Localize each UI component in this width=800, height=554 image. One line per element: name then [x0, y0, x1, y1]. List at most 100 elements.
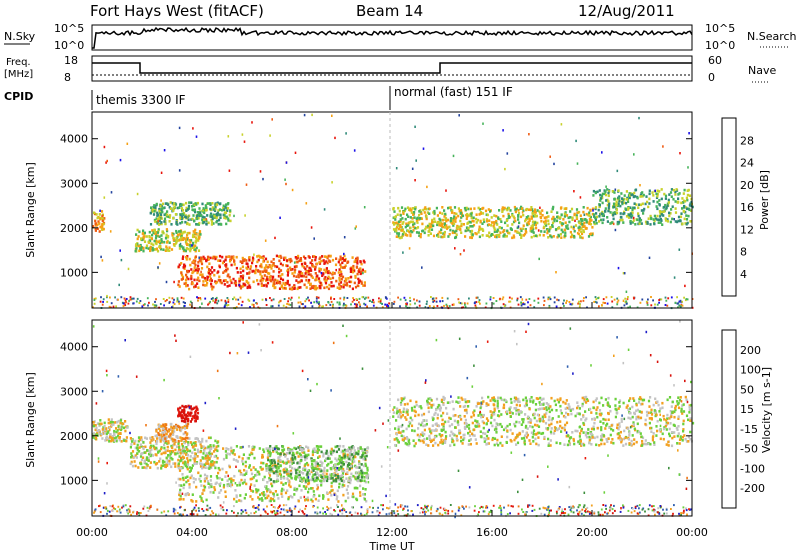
heat-cell — [172, 238, 175, 242]
heat-cell — [339, 257, 343, 261]
heat-cell — [669, 220, 672, 224]
heat-cell — [338, 279, 341, 282]
heat-cell — [443, 233, 446, 237]
heat-cell — [433, 299, 436, 302]
heat-cell — [356, 284, 359, 287]
heat-cell — [236, 484, 239, 487]
heat-cell — [670, 296, 673, 299]
heat-cell — [545, 412, 548, 415]
heat-cell — [95, 213, 98, 216]
heat-cell — [241, 457, 244, 460]
heat-cell — [352, 474, 355, 478]
heat-cell — [181, 238, 185, 241]
heat-cell — [422, 439, 425, 443]
heat-cell — [592, 209, 594, 212]
heat-cell — [180, 273, 184, 277]
heat-cell — [156, 213, 160, 217]
heat-cell — [413, 226, 416, 230]
heat-cell — [205, 219, 208, 223]
heat-cell — [425, 225, 428, 229]
heat-cell — [589, 232, 593, 236]
heat-cell — [251, 477, 254, 481]
heat-cell — [310, 487, 313, 490]
heat-cell — [252, 466, 255, 469]
heat-cell — [192, 230, 195, 233]
heat-cell — [552, 215, 555, 219]
heat-cell — [444, 441, 447, 444]
heat-cell — [498, 235, 501, 238]
heat-cell — [306, 479, 309, 483]
heat-cell — [325, 449, 328, 453]
heat-cell — [343, 265, 346, 269]
heat-cell — [286, 302, 288, 305]
beam-title: Beam 14 — [356, 2, 423, 20]
heat-cell — [522, 398, 525, 402]
heat-cell — [202, 465, 205, 469]
heat-cell — [624, 297, 627, 300]
heat-cell — [179, 448, 182, 452]
heat-cell — [424, 306, 427, 309]
heat-cell — [569, 303, 572, 306]
heat-cell — [194, 248, 197, 251]
heat-cell — [414, 179, 416, 182]
heat-cell — [170, 465, 173, 469]
heat-cell — [653, 214, 656, 218]
heat-cell — [535, 442, 538, 446]
heat-cell — [343, 469, 346, 473]
heat-cell — [157, 228, 160, 231]
heat-cell — [599, 199, 602, 202]
heat-cell — [396, 224, 399, 228]
heat-cell — [651, 191, 654, 194]
heat-cell — [278, 472, 281, 476]
heat-cell — [564, 207, 568, 211]
heat-cell — [485, 434, 489, 438]
heat-cell — [170, 422, 173, 426]
heat-cell — [309, 287, 312, 290]
heat-cell — [95, 426, 98, 430]
heat-cell — [189, 247, 192, 251]
heat-cell — [150, 237, 153, 241]
heat-cell — [214, 281, 217, 285]
heat-cell — [156, 218, 159, 221]
heat-cell — [215, 255, 218, 259]
heat-cell — [199, 306, 201, 309]
heat-cell — [161, 464, 164, 467]
heat-cell — [469, 207, 472, 211]
heat-cell — [192, 209, 195, 212]
heat-cell — [160, 207, 163, 210]
heat-cell — [153, 210, 156, 213]
heat-cell — [649, 214, 652, 218]
heat-cell — [468, 214, 471, 217]
heat-cell — [493, 222, 496, 226]
heat-cell — [641, 191, 644, 194]
heat-cell — [354, 476, 357, 479]
heat-cell — [562, 302, 564, 305]
heat-cell — [350, 303, 352, 306]
heat-cell — [363, 302, 365, 305]
heat-cell — [262, 461, 265, 465]
heat-cell — [269, 445, 272, 448]
heat-cell — [239, 260, 242, 263]
heat-cell — [646, 303, 649, 306]
heat-cell — [578, 227, 582, 230]
heat-cell — [351, 460, 354, 463]
heat-cell — [274, 472, 278, 475]
heat-cell — [543, 220, 546, 224]
heat-cell — [190, 268, 193, 271]
heat-cell — [240, 446, 243, 449]
heat-cell — [338, 467, 341, 470]
heat-cell — [453, 206, 457, 209]
heat-cell — [189, 405, 192, 408]
heat-cell — [353, 269, 356, 272]
heat-cell — [201, 440, 204, 443]
heat-cell — [120, 296, 123, 299]
heat-cell — [196, 415, 199, 418]
heat-cell — [507, 231, 510, 235]
heat-cell — [519, 215, 523, 219]
heat-cell — [144, 445, 147, 449]
heat-cell — [439, 231, 442, 235]
heat-cell — [223, 269, 226, 273]
heat-cell — [426, 211, 429, 214]
heat-cell — [194, 442, 197, 446]
heat-cell — [193, 448, 196, 451]
